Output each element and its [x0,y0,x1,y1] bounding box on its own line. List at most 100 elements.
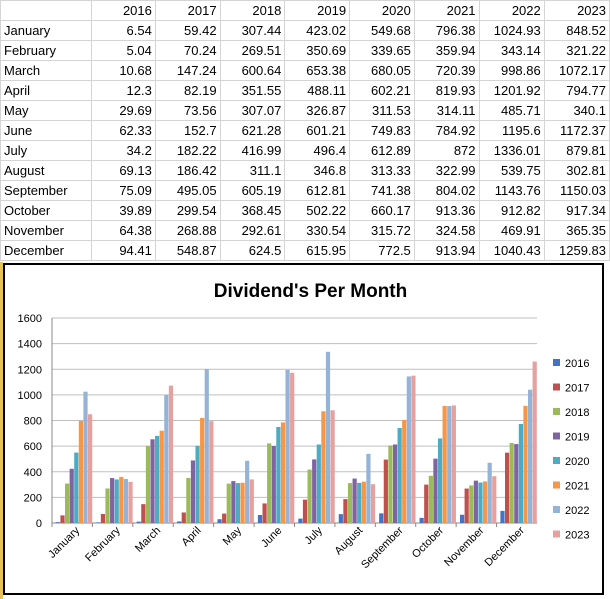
value-cell[interactable]: 152.7 [154,120,221,141]
value-cell[interactable]: 182.22 [154,140,221,161]
year-header-cell[interactable]: 2021 [413,0,480,21]
value-cell[interactable]: 913.36 [413,200,480,221]
month-cell[interactable]: October [0,200,92,221]
value-cell[interactable]: 299.54 [154,200,221,221]
value-cell[interactable]: 804.02 [413,180,480,201]
value-cell[interactable]: 350.69 [284,40,351,61]
value-cell[interactable]: 796.38 [413,20,480,41]
value-cell[interactable]: 39.89 [90,200,156,221]
value-cell[interactable]: 600.64 [219,60,286,81]
value-cell[interactable]: 612.81 [284,180,351,201]
value-cell[interactable]: 624.5 [219,240,286,261]
value-cell[interactable]: 601.21 [284,120,351,141]
value-cell[interactable]: 1195.6 [478,120,545,141]
value-cell[interactable]: 365.35 [543,220,610,241]
value-cell[interactable]: 307.44 [219,20,286,41]
value-cell[interactable]: 469.91 [478,220,545,241]
year-header-cell[interactable]: 2018 [219,0,286,21]
value-cell[interactable]: 772.5 [349,240,415,261]
month-cell[interactable]: July [0,140,92,161]
value-cell[interactable]: 615.95 [284,240,351,261]
value-cell[interactable]: 292.61 [219,220,286,241]
value-cell[interactable]: 307.07 [219,100,286,121]
value-cell[interactable]: 621.28 [219,120,286,141]
value-cell[interactable]: 269.51 [219,40,286,61]
value-cell[interactable]: 10.68 [90,60,156,81]
value-cell[interactable]: 605.19 [219,180,286,201]
value-cell[interactable]: 311.1 [219,160,286,181]
value-cell[interactable]: 322.99 [413,160,480,181]
value-cell[interactable]: 186.42 [154,160,221,181]
value-cell[interactable]: 330.54 [284,220,351,241]
value-cell[interactable]: 6.54 [90,20,156,41]
value-cell[interactable]: 1336.01 [478,140,545,161]
value-cell[interactable]: 1143.76 [478,180,545,201]
value-cell[interactable]: 5.04 [90,40,156,61]
year-header-cell[interactable]: 2019 [284,0,351,21]
value-cell[interactable]: 1150.03 [543,180,610,201]
value-cell[interactable]: 70.24 [154,40,221,61]
value-cell[interactable]: 62.33 [90,120,156,141]
month-cell[interactable]: June [0,120,92,141]
value-cell[interactable]: 872 [413,140,480,161]
value-cell[interactable]: 612.89 [349,140,415,161]
year-header-cell[interactable]: 2017 [154,0,221,21]
value-cell[interactable]: 819.93 [413,80,480,101]
value-cell[interactable]: 69.13 [90,160,156,181]
value-cell[interactable]: 147.24 [154,60,221,81]
value-cell[interactable]: 12.3 [90,80,156,101]
value-cell[interactable]: 1201.92 [478,80,545,101]
value-cell[interactable]: 314.11 [413,100,480,121]
value-cell[interactable]: 34.2 [90,140,156,161]
year-header-cell[interactable]: 2022 [478,0,545,21]
value-cell[interactable]: 913.94 [413,240,480,261]
value-cell[interactable]: 488.11 [284,80,351,101]
value-cell[interactable]: 602.21 [349,80,415,101]
value-cell[interactable]: 75.09 [90,180,156,201]
value-cell[interactable]: 794.77 [543,80,610,101]
value-cell[interactable]: 1172.37 [543,120,610,141]
value-cell[interactable]: 324.58 [413,220,480,241]
value-cell[interactable]: 660.17 [349,200,415,221]
value-cell[interactable]: 496.4 [284,140,351,161]
value-cell[interactable]: 29.69 [90,100,156,121]
value-cell[interactable]: 741.38 [349,180,415,201]
value-cell[interactable]: 1024.93 [478,20,545,41]
corner-cell[interactable] [0,0,92,21]
value-cell[interactable]: 302.81 [543,160,610,181]
value-cell[interactable]: 346.8 [284,160,351,181]
value-cell[interactable]: 784.92 [413,120,480,141]
value-cell[interactable]: 359.94 [413,40,480,61]
value-cell[interactable]: 1072.17 [543,60,610,81]
value-cell[interactable]: 59.42 [154,20,221,41]
value-cell[interactable]: 321.22 [543,40,610,61]
month-cell[interactable]: April [0,80,92,101]
value-cell[interactable]: 495.05 [154,180,221,201]
month-cell[interactable]: November [0,220,92,241]
value-cell[interactable]: 82.19 [154,80,221,101]
value-cell[interactable]: 268.88 [154,220,221,241]
month-cell[interactable]: August [0,160,92,181]
value-cell[interactable]: 749.83 [349,120,415,141]
value-cell[interactable]: 343.14 [478,40,545,61]
value-cell[interactable]: 917.34 [543,200,610,221]
value-cell[interactable]: 720.39 [413,60,480,81]
value-cell[interactable]: 313.33 [349,160,415,181]
month-cell[interactable]: January [0,20,92,41]
year-header-cell[interactable]: 2023 [543,0,610,21]
value-cell[interactable]: 998.86 [478,60,545,81]
value-cell[interactable]: 339.65 [349,40,415,61]
value-cell[interactable]: 423.02 [284,20,351,41]
chart-area[interactable]: Dividend's Per Month 0 200 400 600 800 1000 120… [3,263,604,595]
value-cell[interactable]: 340.1 [543,100,610,121]
value-cell[interactable]: 653.38 [284,60,351,81]
month-cell[interactable]: September [0,180,92,201]
month-cell[interactable]: May [0,100,92,121]
value-cell[interactable]: 539.75 [478,160,545,181]
value-cell[interactable]: 502.22 [284,200,351,221]
value-cell[interactable]: 368.45 [219,200,286,221]
value-cell[interactable]: 485.71 [478,100,545,121]
value-cell[interactable]: 912.82 [478,200,545,221]
value-cell[interactable]: 315.72 [349,220,415,241]
value-cell[interactable]: 64.38 [90,220,156,241]
